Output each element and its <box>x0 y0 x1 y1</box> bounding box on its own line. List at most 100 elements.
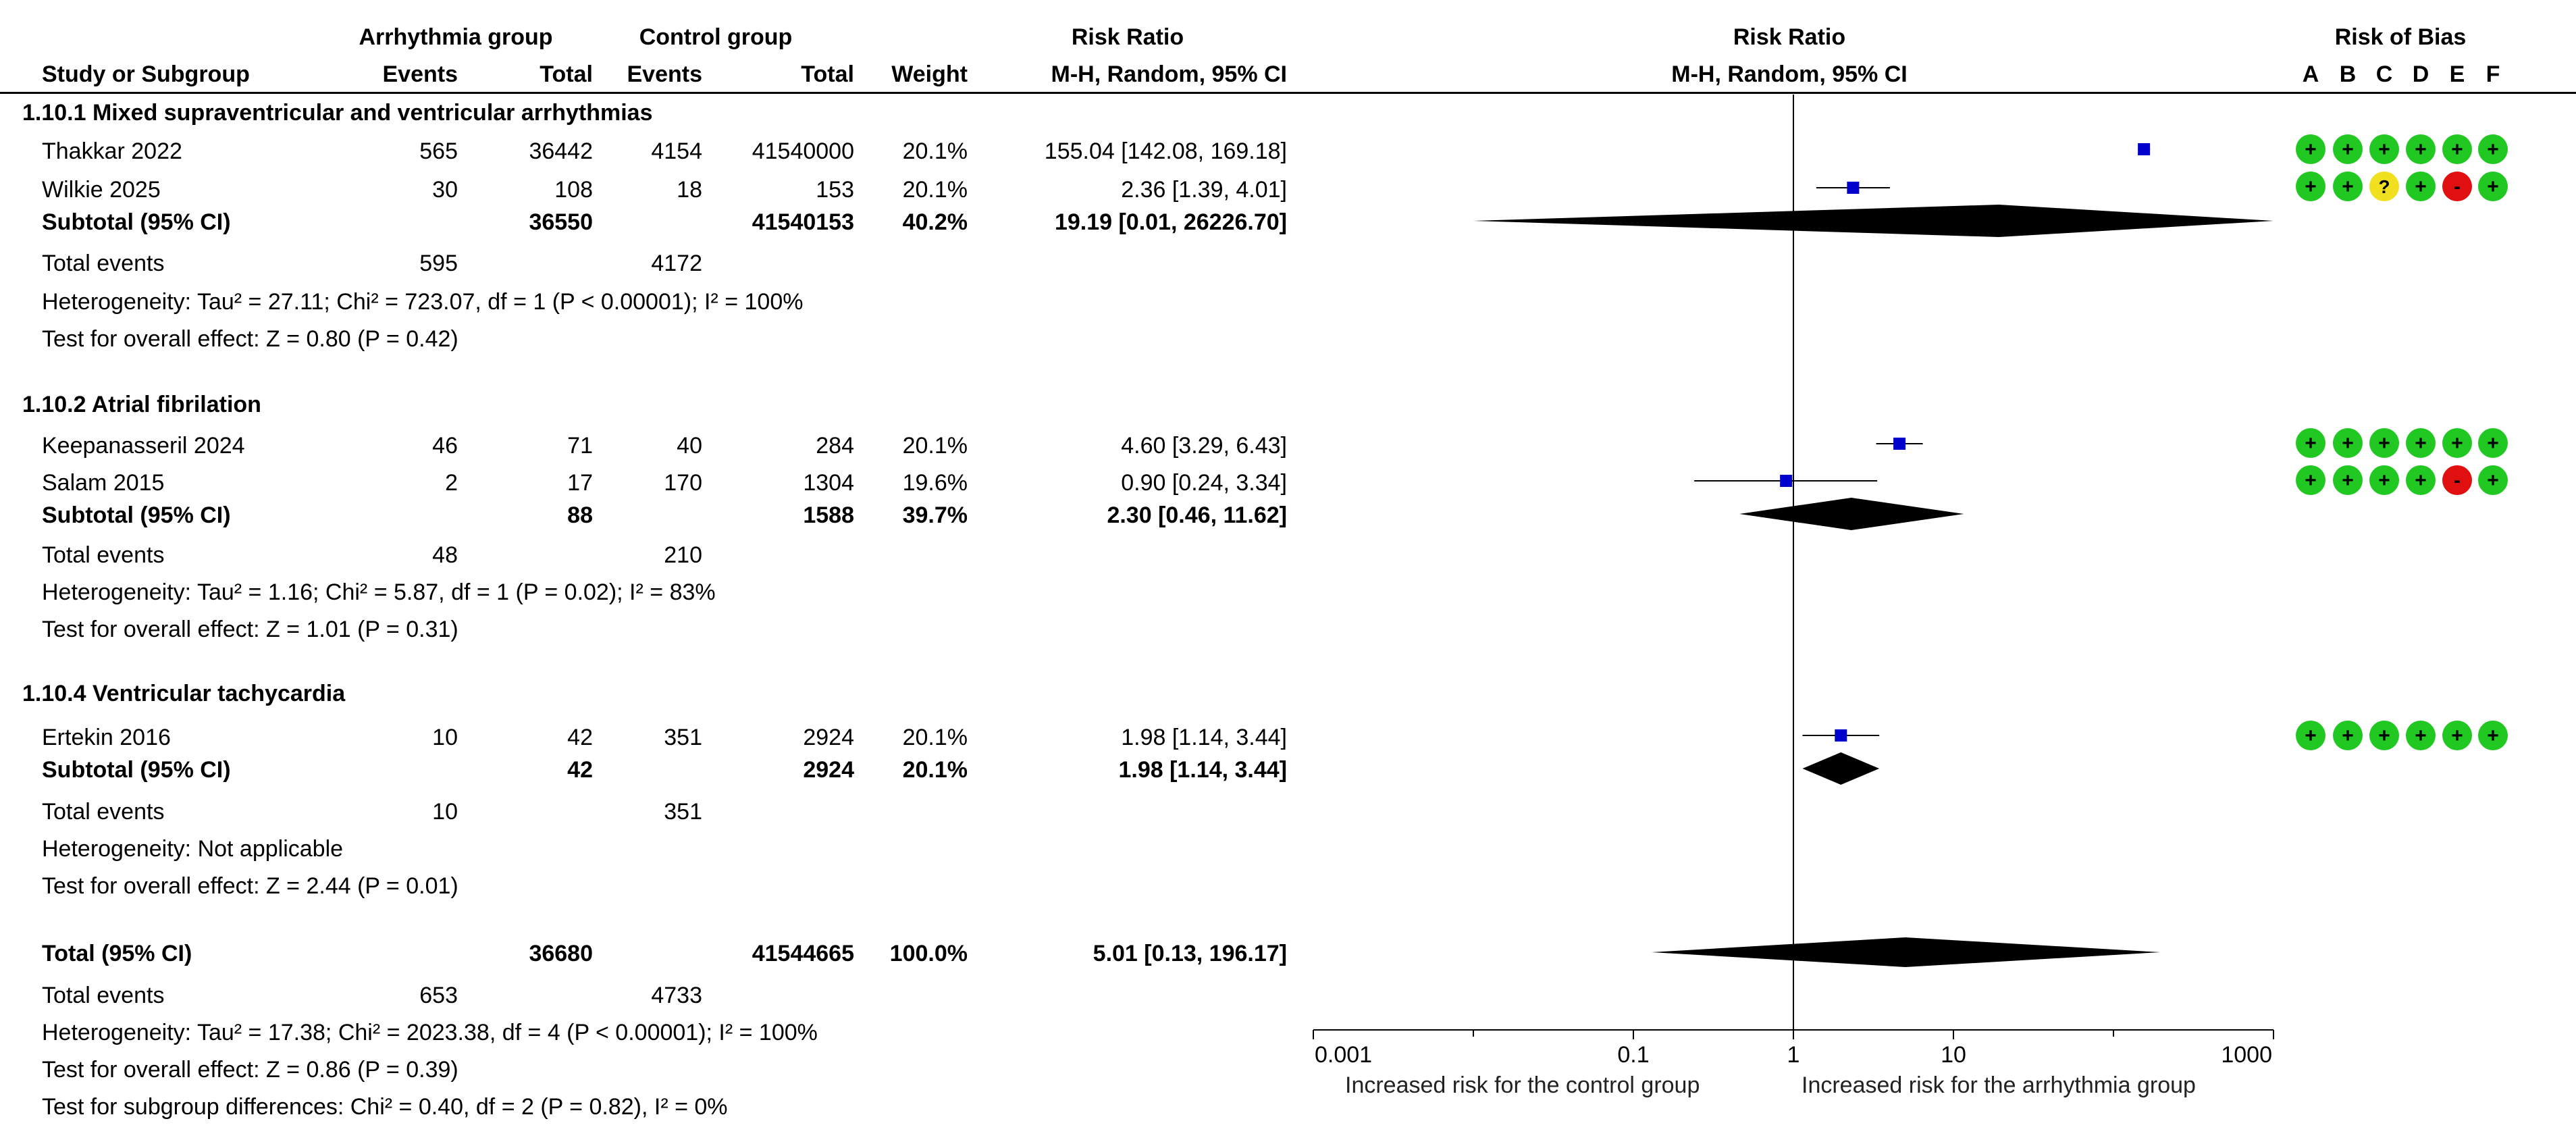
subtotal-total-2: 2924 <box>803 757 854 783</box>
study-events-2: 170 <box>664 470 702 496</box>
low-risk-icon <box>2296 465 2325 495</box>
total-events-1: 595 <box>419 251 458 276</box>
study-point <box>1893 438 1906 450</box>
study-weight: 19.6% <box>902 470 968 496</box>
total-events-2: 351 <box>664 799 702 825</box>
overall-effect-text: Test for overall effect: Z = 0.80 (P = 0… <box>42 326 458 352</box>
subtotal-total-1: 42 <box>567 757 593 783</box>
risk-symbol: + <box>2305 176 2317 198</box>
x-tick-label: 10 <box>1941 1042 1966 1068</box>
total-events-2: 4733 <box>651 983 702 1008</box>
low-risk-icon <box>2333 134 2363 164</box>
low-risk-icon <box>2442 428 2472 458</box>
risk-symbol: - <box>2454 469 2461 492</box>
rob-letter-f: F <box>2486 61 2500 87</box>
subtotal-total-2: 41540153 <box>752 209 854 235</box>
total-ci: 5.01 [0.13, 196.17] <box>1093 941 1287 966</box>
risk-symbol: + <box>2487 138 2499 161</box>
overall-effect-text: Test for overall effect: Z = 2.44 (P = 0… <box>42 873 458 899</box>
pooled-diamond <box>1802 752 1880 785</box>
header-events-1: Events <box>382 61 458 87</box>
total-events-1: 653 <box>419 983 458 1008</box>
risk-symbol: + <box>2487 432 2499 455</box>
study-point <box>1780 475 1793 487</box>
high-risk-icon <box>2442 465 2472 495</box>
low-risk-icon <box>2406 172 2436 201</box>
x-tick-label: 1000 <box>2221 1042 2272 1068</box>
study-weight: 20.1% <box>902 177 968 203</box>
risk-symbol: - <box>2454 176 2461 198</box>
study-events-2: 351 <box>664 725 702 750</box>
x-tick-label: 1 <box>1787 1042 1800 1068</box>
pooled-diamond <box>1473 205 2273 237</box>
risk-symbol: + <box>2451 432 2463 455</box>
study-events-1: 46 <box>432 433 458 459</box>
total-events-label: Total events <box>42 251 165 276</box>
rob-letter-e: E <box>2449 61 2465 87</box>
subtotal-weight: 20.1% <box>902 757 968 783</box>
total-label: Total (95% CI) <box>42 941 192 966</box>
subgroup-2-title: 1.10.2 Atrial fibrilation <box>22 392 261 417</box>
subgroup-1-title: 1.10.1 Mixed supraventricular and ventri… <box>22 100 653 126</box>
risk-symbol: + <box>2451 725 2463 747</box>
study-name: Wilkie 2025 <box>42 177 161 203</box>
risk-symbol: + <box>2451 138 2463 161</box>
low-risk-icon <box>2442 721 2472 750</box>
study-name: Ertekin 2016 <box>42 725 171 750</box>
study-total-2: 284 <box>816 433 854 459</box>
low-risk-icon <box>2369 465 2399 495</box>
study-name: Keepanasseril 2024 <box>42 433 245 459</box>
total-total-2: 41544665 <box>752 941 854 966</box>
heterogeneity-text: Heterogeneity: Not applicable <box>42 836 344 862</box>
subtotal-ci: 1.98 [1.14, 3.44] <box>1118 757 1287 783</box>
study-ci: 155.04 [142.08, 169.18] <box>1044 138 1287 164</box>
header-group2: Control group <box>639 24 793 50</box>
study-name: Thakkar 2022 <box>42 138 182 164</box>
high-risk-icon <box>2442 172 2472 201</box>
low-risk-icon <box>2478 134 2508 164</box>
low-risk-icon <box>2333 172 2363 201</box>
study-name: Salam 2015 <box>42 470 165 496</box>
heterogeneity-text: Heterogeneity: Tau² = 1.16; Chi² = 5.87,… <box>42 579 716 605</box>
overall-effect-text: Test for overall effect: Z = 1.01 (P = 0… <box>42 617 458 642</box>
header-rob-title: Risk of Bias <box>2334 24 2467 50</box>
subtotal-weight: 40.2% <box>902 209 968 235</box>
study-events-1: 10 <box>432 725 458 750</box>
subtotal-weight: 39.7% <box>902 502 968 528</box>
header-events-2: Events <box>627 61 703 87</box>
subtotal-label: Subtotal (95% CI) <box>42 209 231 235</box>
study-events-1: 30 <box>432 177 458 203</box>
unclear-risk-icon <box>2369 172 2399 201</box>
study-weight: 20.1% <box>902 725 968 750</box>
study-total-1: 36442 <box>529 138 593 164</box>
study-events-1: 2 <box>445 470 458 496</box>
total-events-2: 4172 <box>651 251 702 276</box>
header-total-1: Total <box>540 61 593 87</box>
total-total-1: 36680 <box>529 941 593 966</box>
study-total-1: 71 <box>567 433 593 459</box>
risk-symbol: + <box>2342 432 2354 455</box>
study-total-2: 2924 <box>803 725 854 750</box>
header-total-2: Total <box>801 61 854 87</box>
risk-symbol: + <box>2342 469 2354 492</box>
risk-symbol: + <box>2415 432 2427 455</box>
subgroup-differences-text: Test for subgroup differences: Chi² = 0.… <box>42 1094 728 1120</box>
low-risk-icon <box>2296 721 2325 750</box>
risk-symbol: + <box>2305 432 2317 455</box>
low-risk-icon <box>2478 172 2508 201</box>
header-rr-title: Risk Ratio <box>1071 24 1184 50</box>
subtotal-ci: 19.19 [0.01, 26226.70] <box>1054 209 1287 235</box>
x-tick-label: 0.1 <box>1617 1042 1649 1068</box>
total-events-1: 48 <box>432 542 458 568</box>
risk-symbol: + <box>2305 469 2317 492</box>
total-events-label: Total events <box>42 799 165 825</box>
study-events-2: 4154 <box>651 138 702 164</box>
study-weight: 20.1% <box>902 433 968 459</box>
low-risk-icon <box>2406 465 2436 495</box>
risk-symbol: + <box>2378 138 2390 161</box>
low-risk-icon <box>2478 428 2508 458</box>
risk-symbol: + <box>2378 432 2390 455</box>
